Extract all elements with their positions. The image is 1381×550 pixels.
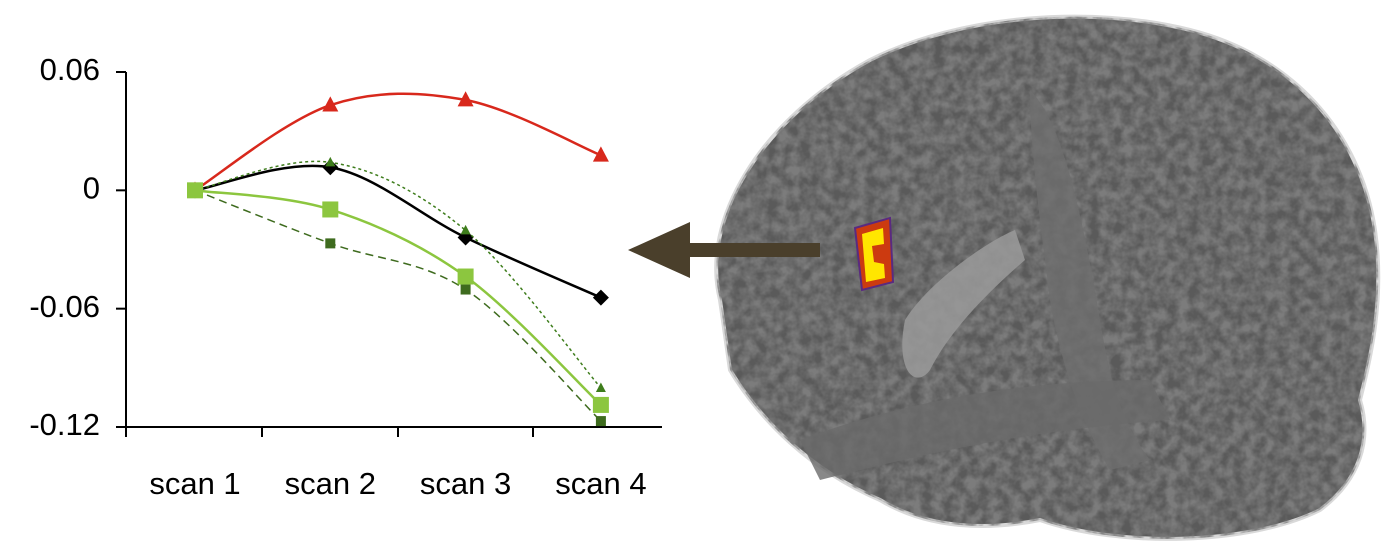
marker xyxy=(325,157,335,167)
x-tick-label: scan 3 xyxy=(420,466,511,501)
series-line xyxy=(195,190,601,405)
chart: 0.06 0 -0.06 -0.12 scan 1 scan 2 scan 3 scan 4 xyxy=(29,52,662,501)
marker xyxy=(593,290,609,306)
marker xyxy=(596,416,606,426)
series-line xyxy=(195,94,601,191)
y-tick-label: -0.06 xyxy=(29,289,100,324)
y-tick-label: 0 xyxy=(83,171,100,206)
y-tick-label: -0.12 xyxy=(29,407,100,442)
y-tick-label: 0.06 xyxy=(40,52,100,87)
marker xyxy=(322,201,338,217)
page: {"chart_data": {"type": "line", "categor… xyxy=(0,0,1381,550)
marker xyxy=(458,269,474,285)
x-tick-label: scan 2 xyxy=(285,466,376,501)
marker xyxy=(187,182,203,198)
series-line xyxy=(195,190,601,421)
x-tick-label: scan 1 xyxy=(149,466,240,501)
brain-image xyxy=(628,17,1378,539)
marker xyxy=(461,225,471,235)
marker xyxy=(461,285,471,295)
series-line xyxy=(195,166,601,298)
marker xyxy=(325,238,335,248)
marker xyxy=(593,397,609,413)
x-tick-label: scan 4 xyxy=(555,466,646,501)
figure: 0.06 0 -0.06 -0.12 scan 1 scan 2 scan 3 scan 4 xyxy=(0,0,1381,550)
